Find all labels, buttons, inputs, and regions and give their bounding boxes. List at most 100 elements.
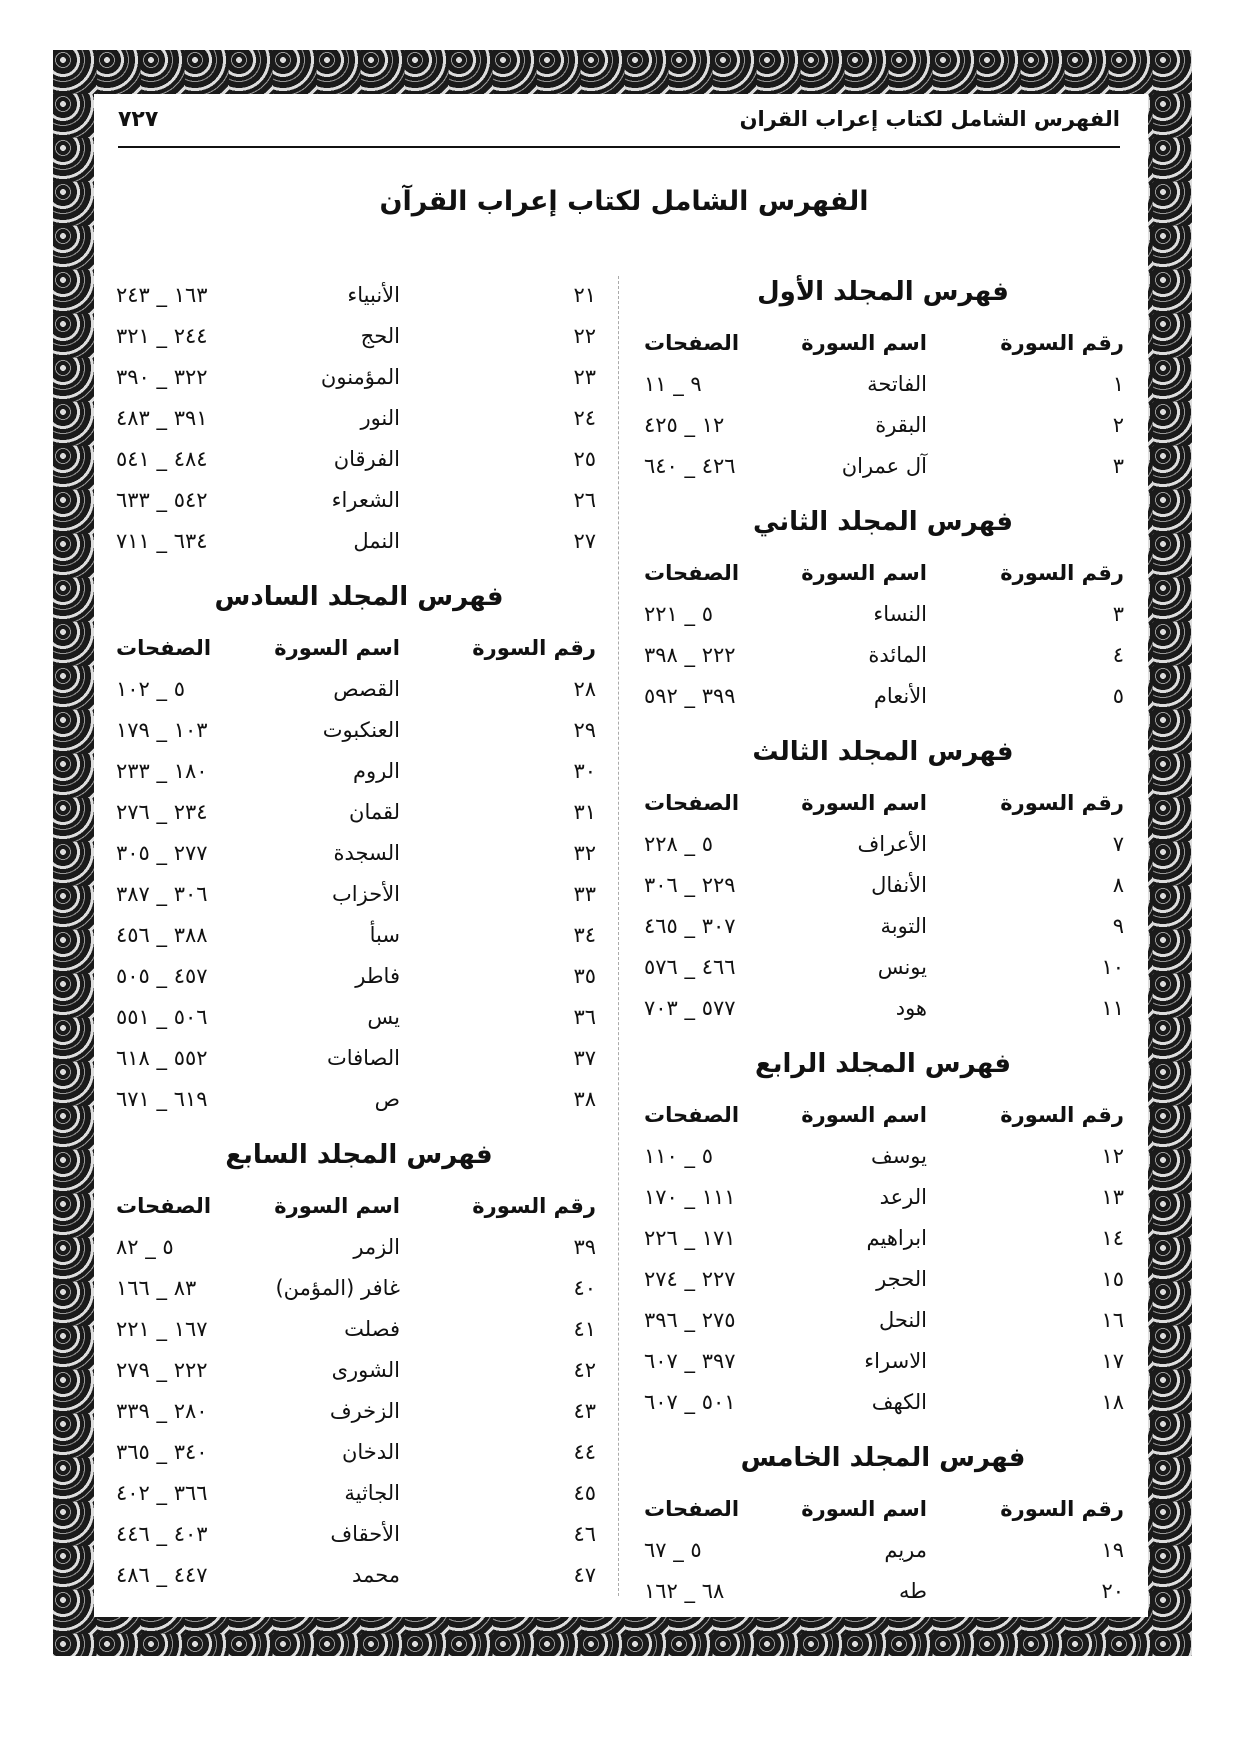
- page-range: ٦١٩ _ ٦٧١: [116, 1087, 208, 1111]
- section-heading-block: فهرس المجلد السادس: [94, 562, 618, 628]
- surah-name: يونس: [877, 955, 927, 979]
- surah-name: العنكبوت: [322, 718, 400, 742]
- table-row: ٤٤ الدخان ٣٤٠ _ ٣٦٥: [94, 1432, 618, 1473]
- page-range: ١٠٣ _ ١٧٩: [116, 718, 208, 742]
- surah-number: ٢٧: [573, 529, 596, 553]
- right-column: فهرس المجلد الأول رقم السورة اسم السورة الص…: [618, 257, 1148, 1612]
- section-heading-block: فهرس المجلد الثالث: [618, 717, 1148, 783]
- surah-name: النساء: [873, 602, 927, 626]
- column-header-row: رقم السورة اسم السورة الصفحات: [94, 1186, 618, 1227]
- table-row: ٨ الأنفال ٢٢٩ _ ٣٠٦: [618, 865, 1148, 906]
- table-row: ١٩ مريم ٥ _ ٦٧: [618, 1530, 1148, 1571]
- surah-number: ٣٩: [573, 1235, 596, 1259]
- surah-number: ٤٢: [573, 1358, 596, 1382]
- header-name: اسم السورة: [274, 636, 400, 660]
- surah-number: ٢٨: [573, 677, 596, 701]
- section-heading-block: فهرس المجلد السابع: [94, 1120, 618, 1186]
- section-heading: فهرس المجلد السابع: [225, 1140, 493, 1170]
- surah-number: ٨: [1112, 873, 1124, 897]
- header-pages: الصفحات: [644, 561, 740, 585]
- surah-name: التوبة: [880, 914, 927, 938]
- page-range: ٢٢٧ _ ٢٧٤: [644, 1267, 736, 1291]
- table-row: ١٧ الاسراء ٣٩٧ _ ٦٠٧: [618, 1341, 1148, 1382]
- surah-number: ٤٥: [573, 1481, 596, 1505]
- surah-name: القصص: [333, 677, 400, 701]
- page-range: ٤٦٦ _ ٥٧٦: [644, 955, 736, 979]
- surah-name: السجدة: [333, 841, 400, 865]
- page-range: ١٢ _ ٤٢٥: [644, 413, 725, 437]
- surah-number: ١١: [1101, 996, 1124, 1020]
- surah-name: فصلت: [344, 1317, 400, 1341]
- page-range: ٤٨٤ _ ٥٤١: [116, 447, 208, 471]
- table-row: ٢٤ النور ٣٩١ _ ٤٨٣: [94, 398, 618, 439]
- column-header-row: رقم السورة اسم السورة الصفحات: [618, 1489, 1148, 1530]
- section-heading: فهرس المجلد الثالث: [752, 737, 1014, 767]
- page-range: ١٦٧ _ ٢٢١: [116, 1317, 208, 1341]
- table-row: ٤١ فصلت ١٦٧ _ ٢٢١: [94, 1309, 618, 1350]
- table-row: ١٣ الرعد ١١١ _ ١٧٠: [618, 1177, 1148, 1218]
- page-range: ٣٠٦ _ ٣٨٧: [116, 882, 208, 906]
- surah-name: يس: [367, 1005, 400, 1029]
- table-row: ٤٥ الجاثية ٣٦٦ _ ٤٠٢: [94, 1473, 618, 1514]
- surah-name: المؤمنون: [320, 365, 400, 389]
- surah-name: الأنعام: [873, 684, 927, 708]
- table-row: ٤٧ محمد ٤٤٧ _ ٤٨٦: [94, 1555, 618, 1596]
- column-divider: [618, 276, 619, 1596]
- table-row: ٣٨ ص ٦١٩ _ ٦٧١: [94, 1079, 618, 1120]
- surah-name: الأحقاف: [330, 1522, 400, 1546]
- surah-name: لقمان: [349, 800, 400, 824]
- table-row: ٤٦ الأحقاف ٤٠٣ _ ٤٤٦: [94, 1514, 618, 1555]
- header-number: رقم السورة: [1000, 1497, 1124, 1521]
- surah-number: ٢: [1112, 413, 1124, 437]
- table-row: ٧ الأعراف ٥ _ ٢٢٨: [618, 824, 1148, 865]
- header-name: اسم السورة: [274, 1194, 400, 1218]
- surah-name: الأحزاب: [332, 882, 400, 906]
- surah-number: ٣٢: [573, 841, 596, 865]
- page-range: ٤٥٧ _ ٥٠٥: [116, 964, 208, 988]
- page-range: ٤٠٣ _ ٤٤٦: [116, 1522, 208, 1546]
- page-range: ٥٤٢ _ ٦٣٣: [116, 488, 208, 512]
- table-row: ٢٢ الحج ٢٤٤ _ ٣٢١: [94, 316, 618, 357]
- surah-name: يوسف: [870, 1144, 927, 1168]
- page-range: ٩ _ ١١: [644, 372, 702, 396]
- page-range: ٣٢٢ _ ٣٩٠: [116, 365, 208, 389]
- table-row: ٢٥ الفرقان ٤٨٤ _ ٥٤١: [94, 439, 618, 480]
- page-range: ٥ _ ٦٧: [644, 1538, 702, 1562]
- surah-number: ١٧: [1101, 1349, 1124, 1373]
- header-name: اسم السورة: [801, 791, 927, 815]
- surah-name: المائدة: [868, 643, 927, 667]
- surah-number: ٢٥: [573, 447, 596, 471]
- surah-name: الأنبياء: [347, 283, 400, 307]
- surah-number: ٢٩: [573, 718, 596, 742]
- surah-number: ٣: [1112, 454, 1124, 478]
- surah-name: سبأ: [369, 923, 400, 947]
- header-number: رقم السورة: [472, 636, 596, 660]
- table-row: ٣ آل عمران ٤٢٦ _ ٦٤٠: [618, 446, 1148, 487]
- surah-number: ٤: [1112, 643, 1124, 667]
- surah-number: ٤٦: [573, 1522, 596, 1546]
- table-row: ٩ التوبة ٣٠٧ _ ٤٦٥: [618, 906, 1148, 947]
- page-range: ٢٧٧ _ ٣٠٥: [116, 841, 208, 865]
- page-range: ٥٧٧ _ ٧٠٣: [644, 996, 736, 1020]
- surah-name: النور: [360, 406, 400, 430]
- page-range: ٥ _ ٨٢: [116, 1235, 174, 1259]
- table-row: ٢٧ النمل ٦٣٤ _ ٧١١: [94, 521, 618, 562]
- page-title: الفهرس الشامل لكتاب إعراب القرآن: [379, 186, 869, 217]
- header-pages: الصفحات: [644, 1497, 740, 1521]
- header-name: اسم السورة: [801, 1103, 927, 1127]
- surah-number: ٣٣: [573, 882, 596, 906]
- table-row: ٢٩ العنكبوت ١٠٣ _ ١٧٩: [94, 710, 618, 751]
- header-name: اسم السورة: [801, 561, 927, 585]
- page-range: ٢٤٤ _ ٣٢١: [116, 324, 208, 348]
- table-row: ١٨ الكهف ٥٠١ _ ٦٠٧: [618, 1382, 1148, 1423]
- surah-number: ٤١: [573, 1317, 596, 1341]
- surah-number: ٣١: [573, 800, 596, 824]
- page-range: ٣٤٠ _ ٣٦٥: [116, 1440, 208, 1464]
- surah-name: هود: [895, 996, 927, 1020]
- table-row: ١٢ يوسف ٥ _ ١١٠: [618, 1136, 1148, 1177]
- page-range: ٢٧٥ _ ٣٩٦: [644, 1308, 736, 1332]
- page-range: ٢٢٩ _ ٣٠٦: [644, 873, 736, 897]
- page-range: ٥ _ ٢٢٨: [644, 832, 713, 856]
- surah-name: البقرة: [875, 413, 927, 437]
- surah-name: ابراهيم: [866, 1226, 928, 1250]
